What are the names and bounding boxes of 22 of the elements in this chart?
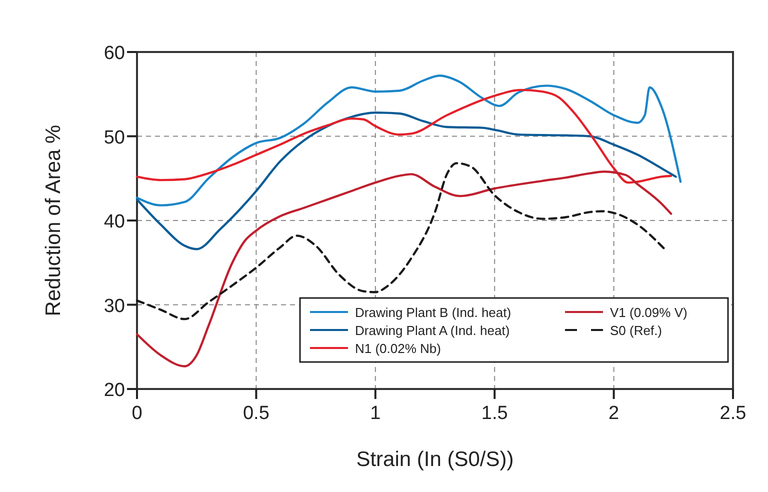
y-tick-label: 40 bbox=[104, 212, 125, 232]
x-axis-title: Strain (In (S0/S)) bbox=[356, 448, 514, 471]
x-tick-label: 1 bbox=[370, 403, 381, 424]
legend-label: Drawing Plant B (Ind. heat) bbox=[355, 305, 512, 320]
legend-label: S0 (Ref.) bbox=[610, 323, 662, 338]
y-tick-label: 50 bbox=[104, 127, 125, 148]
x-tick-label: 0.5 bbox=[242, 403, 270, 424]
x-tick-label: 1.5 bbox=[481, 403, 508, 424]
line-series bbox=[136, 74, 682, 206]
line-series bbox=[136, 88, 672, 184]
legend-label: V1 (0.09% V) bbox=[610, 305, 688, 320]
y-axis-title: Reduction of Area % bbox=[42, 124, 65, 316]
y-tick-label: 30 bbox=[104, 296, 125, 317]
x-tick-label: 0 bbox=[132, 403, 142, 424]
x-tick-label: 2.5 bbox=[720, 403, 746, 424]
line-series bbox=[136, 170, 672, 368]
y-tick-label: 20 bbox=[104, 380, 125, 401]
x-tick-label: 2 bbox=[608, 403, 620, 424]
y-tick-label: 60 bbox=[104, 43, 125, 64]
legend-label: N1 (0.02% Nb) bbox=[355, 341, 441, 356]
line-series bbox=[136, 112, 677, 250]
legend-label: Drawing Plant A (Ind. heat) bbox=[355, 323, 510, 338]
